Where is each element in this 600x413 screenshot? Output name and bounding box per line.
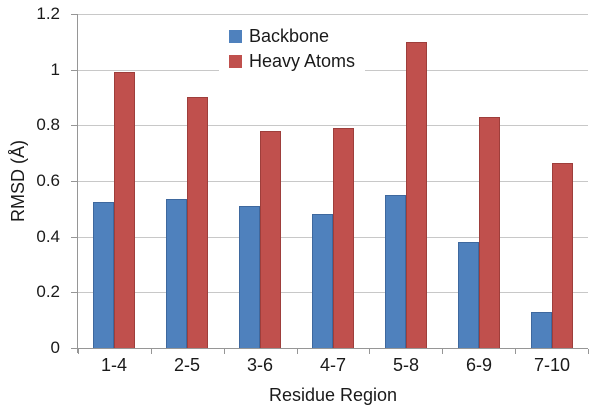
gridline-1.2 [78,14,588,15]
x-tick-label-1-4: 1-4 [100,355,127,375]
x-tick-label-4-7: 4-7 [319,355,346,375]
x-tick-label-2-5: 2-5 [173,355,200,375]
legend: Backbone Heavy Atoms [219,21,366,77]
x-axis-line [78,348,588,349]
bar-heavy-atoms-5-8 [406,42,427,348]
x-tick-label-3-6: 3-6 [246,355,273,375]
heavy-atoms-series-swatch-icon [229,55,242,68]
y-tick-mark-0 [71,348,77,349]
plot-area [71,14,589,354]
y-tick-mark-0.8 [71,125,77,126]
x-tick-mark-5 [442,349,443,354]
gridline-0.8 [78,125,588,126]
x-tick-label-5-8: 5-8 [392,355,419,375]
y-tick-mark-1.2 [71,14,77,15]
bar-backbone-1-4 [93,202,114,348]
legend-label-heavy-atoms: Heavy Atoms [249,51,356,71]
legend-item-heavy-atoms: Heavy Atoms [229,49,355,74]
bar-heavy-atoms-1-4 [114,72,135,348]
x-tick-label-7-10: 7-10 [533,355,571,375]
backbone-series-swatch-icon [229,30,242,43]
bar-backbone-7-10 [531,312,552,348]
x-tick-mark-3 [297,349,298,354]
bar-backbone-6-9 [458,242,479,348]
y-tick-mark-0.6 [71,181,77,182]
y-tick-label-0.4: 0.4 [36,227,60,246]
x-tick-mark-2 [224,349,225,354]
bar-heavy-atoms-7-10 [552,163,573,348]
x-tick-mark-7 [588,349,589,354]
x-tick-mark-6 [515,349,516,354]
bar-heavy-atoms-2-5 [187,97,208,348]
x-tick-mark-1 [151,349,152,354]
y-tick-mark-1 [71,70,77,71]
bar-heavy-atoms-3-6 [260,131,281,348]
x-axis-title: Residue Region [268,385,398,405]
y-tick-label-1: 1 [50,60,60,79]
bar-heavy-atoms-4-7 [333,128,354,348]
y-tick-label-0.2: 0.2 [36,282,60,301]
bar-backbone-2-5 [166,199,187,348]
y-tick-label-0.8: 0.8 [36,115,60,134]
y-tick-mark-0.4 [71,237,77,238]
bar-backbone-4-7 [312,214,333,348]
y-tick-mark-0.2 [71,292,77,293]
x-axis-tick-labels: 1-4 2-5 3-6 4-7 5-8 6-9 7-10 [78,355,588,379]
bar-heavy-atoms-6-9 [479,117,500,348]
y-tick-label-0.6: 0.6 [36,171,60,190]
x-tick-mark-4 [369,349,370,354]
bar-backbone-3-6 [239,206,260,348]
legend-label-backbone: Backbone [249,26,330,46]
y-axis-line [77,14,78,353]
y-tick-label-0: 0 [50,338,60,357]
y-tick-label-1.2: 1.2 [36,4,60,23]
x-tick-label-6-9: 6-9 [465,355,492,375]
bar-backbone-5-8 [385,195,406,348]
legend-item-backbone: Backbone [229,24,355,49]
x-tick-mark-0 [78,349,79,354]
